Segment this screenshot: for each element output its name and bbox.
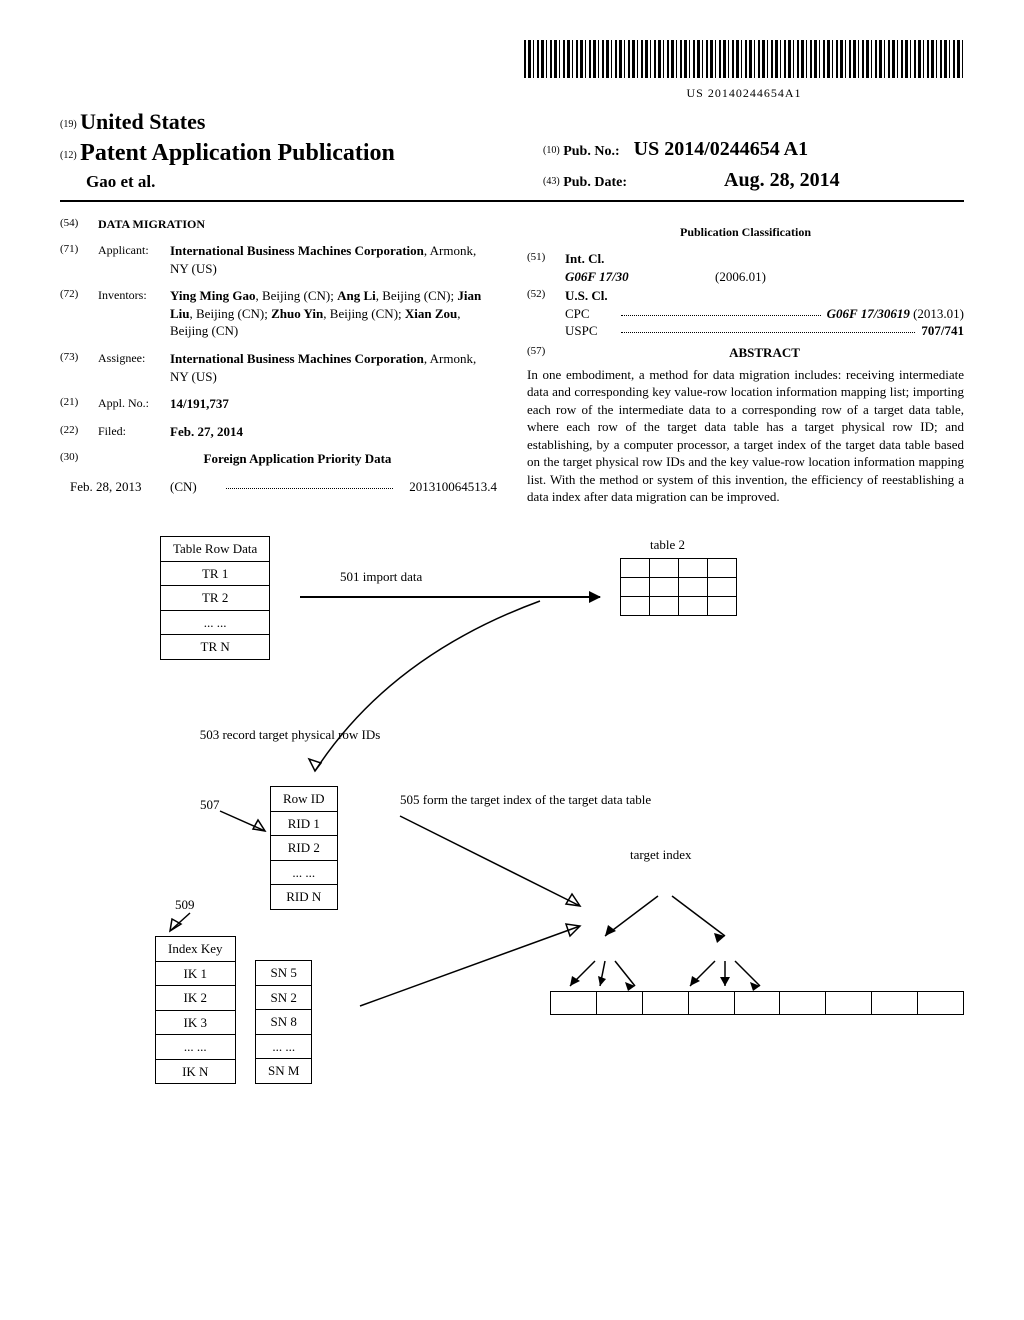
ik-row: IK N xyxy=(156,1059,236,1084)
cpc-date: (2013.01) xyxy=(913,306,964,321)
code-43: (43) xyxy=(543,176,560,187)
sec-22-body: Feb. 27, 2014 xyxy=(170,423,497,441)
dotted-leader xyxy=(621,305,821,316)
sn-table: SN 5 SN 2 SN 8 ... ... SN M xyxy=(255,960,312,1084)
priority-appno: 201310064513.4 xyxy=(409,478,497,496)
pub-no-label: Pub. No.: xyxy=(563,144,619,159)
sec-54-num: (54) xyxy=(60,216,88,232)
target-index-label: target index xyxy=(630,846,692,864)
trd-header: Table Row Data xyxy=(161,536,270,561)
rowid-row: RID N xyxy=(271,885,338,910)
country-name: United States xyxy=(80,109,205,134)
code-19: (19) xyxy=(60,119,77,130)
ik-row: ... ... xyxy=(156,1035,236,1060)
pub-no-value: US 2014/0244654 A1 xyxy=(634,138,808,160)
sec-52-num: (52) xyxy=(527,287,555,340)
intcl-code: G06F 17/30 xyxy=(565,268,715,286)
dotted-leader xyxy=(226,478,393,489)
sec-72-label: Inventors: xyxy=(98,287,160,340)
uscl-label: U.S. Cl. xyxy=(565,287,964,305)
sec-21-num: (21) xyxy=(60,395,88,413)
figure-diagram: Table Row Data TR 1 TR 2 ... ... TR N 50… xyxy=(60,536,964,1116)
ik-header: Index Key xyxy=(156,936,236,961)
sec-30-title: Foreign Application Priority Data xyxy=(98,450,497,468)
trd-row: TR 2 xyxy=(161,586,270,611)
table-row-data: Table Row Data TR 1 TR 2 ... ... TR N xyxy=(160,536,270,660)
sec-51-num: (51) xyxy=(527,250,555,285)
ik-row: IK 2 xyxy=(156,986,236,1011)
label-503: 503 record target physical row IDs xyxy=(190,726,390,744)
sn-row: SN 2 xyxy=(256,985,312,1010)
assignee-name: International Business Machines Corporat… xyxy=(170,351,424,366)
pub-date-label: Pub. Date: xyxy=(563,175,627,190)
header: (19) United States (12) Patent Applicati… xyxy=(60,107,964,202)
uspc-label: USPC xyxy=(565,322,615,340)
intcl-date: (2006.01) xyxy=(715,268,766,286)
sn-row: ... ... xyxy=(256,1034,312,1059)
sec-72-num: (72) xyxy=(60,287,88,340)
sec-21-label: Appl. No.: xyxy=(98,395,160,413)
rowid-row: ... ... xyxy=(271,860,338,885)
table2-label: table 2 xyxy=(650,536,685,554)
abstract-heading: ABSTRACT xyxy=(565,344,964,362)
trd-row: TR 1 xyxy=(161,561,270,586)
cpc-val: G06F 17/30619 xyxy=(827,306,910,321)
rowid-row: RID 1 xyxy=(271,811,338,836)
left-column: (54) DATA MIGRATION (71) Applicant: Inte… xyxy=(60,216,497,506)
sec-57-num: (57) xyxy=(527,344,555,362)
rowid-table: Row ID RID 1 RID 2 ... ... RID N xyxy=(270,786,338,910)
arrow-503-curve xyxy=(290,596,550,781)
arrow-509 xyxy=(165,911,195,936)
applicant-name: International Business Machines Corporat… xyxy=(170,243,424,258)
sn-row: SN 8 xyxy=(256,1010,312,1035)
label-501: 501 import data xyxy=(340,568,422,586)
sec-73-label: Assignee: xyxy=(98,350,160,385)
sec-21-body: 14/191,737 xyxy=(170,395,497,413)
rowid-header: Row ID xyxy=(271,786,338,811)
rowid-row: RID 2 xyxy=(271,836,338,861)
sn-row: SN 5 xyxy=(256,960,312,985)
trd-row: TR N xyxy=(161,635,270,660)
priority-date: Feb. 28, 2013 xyxy=(70,478,160,496)
dotted-leader xyxy=(621,322,915,333)
sec-22-label: Filed: xyxy=(98,423,160,441)
sn-row: SN M xyxy=(256,1059,312,1084)
abstract-text: In one embodiment, a method for data mig… xyxy=(527,366,964,506)
priority-country: (CN) xyxy=(170,478,210,496)
sec-22-num: (22) xyxy=(60,423,88,441)
sec-72-body: Ying Ming Gao, Beijing (CN); Ang Li, Bei… xyxy=(170,287,497,340)
table-2-grid xyxy=(620,558,737,616)
barcode-block: US 20140244654A1 xyxy=(60,40,964,101)
code-12: (12) xyxy=(60,150,77,161)
code-10: (10) xyxy=(543,145,560,156)
sec-71-label: Applicant: xyxy=(98,242,160,277)
ik-row: IK 3 xyxy=(156,1010,236,1035)
target-index-tree xyxy=(550,866,780,996)
barcode-text: US 20140244654A1 xyxy=(524,85,964,101)
sec-30-num: (30) xyxy=(60,450,88,468)
sec-73-num: (73) xyxy=(60,350,88,385)
intcl-label: Int. Cl. xyxy=(565,250,964,268)
sec-54-title: DATA MIGRATION xyxy=(98,216,497,232)
publication-type: Patent Application Publication xyxy=(80,140,395,166)
sec-71-num: (71) xyxy=(60,242,88,277)
sec-71-body: International Business Machines Corporat… xyxy=(170,242,497,277)
uspc-val: 707/741 xyxy=(921,322,964,340)
pub-date-value: Aug. 28, 2014 xyxy=(724,169,840,191)
arrow-507 xyxy=(215,806,275,836)
indexkey-table: Index Key IK 1 IK 2 IK 3 ... ... IK N xyxy=(155,936,236,1084)
right-column: Publication Classification (51) Int. Cl.… xyxy=(527,216,964,506)
trd-row: ... ... xyxy=(161,610,270,635)
cpc-label: CPC xyxy=(565,305,615,323)
target-index-leaves xyxy=(550,991,964,1015)
classification-heading: Publication Classification xyxy=(527,224,964,240)
bibliographic-columns: (54) DATA MIGRATION (71) Applicant: Inte… xyxy=(60,216,964,506)
ik-row: IK 1 xyxy=(156,961,236,986)
authors-short: Gao et al. xyxy=(60,171,523,194)
sec-73-body: International Business Machines Corporat… xyxy=(170,350,497,385)
barcode-stripes xyxy=(524,40,964,78)
